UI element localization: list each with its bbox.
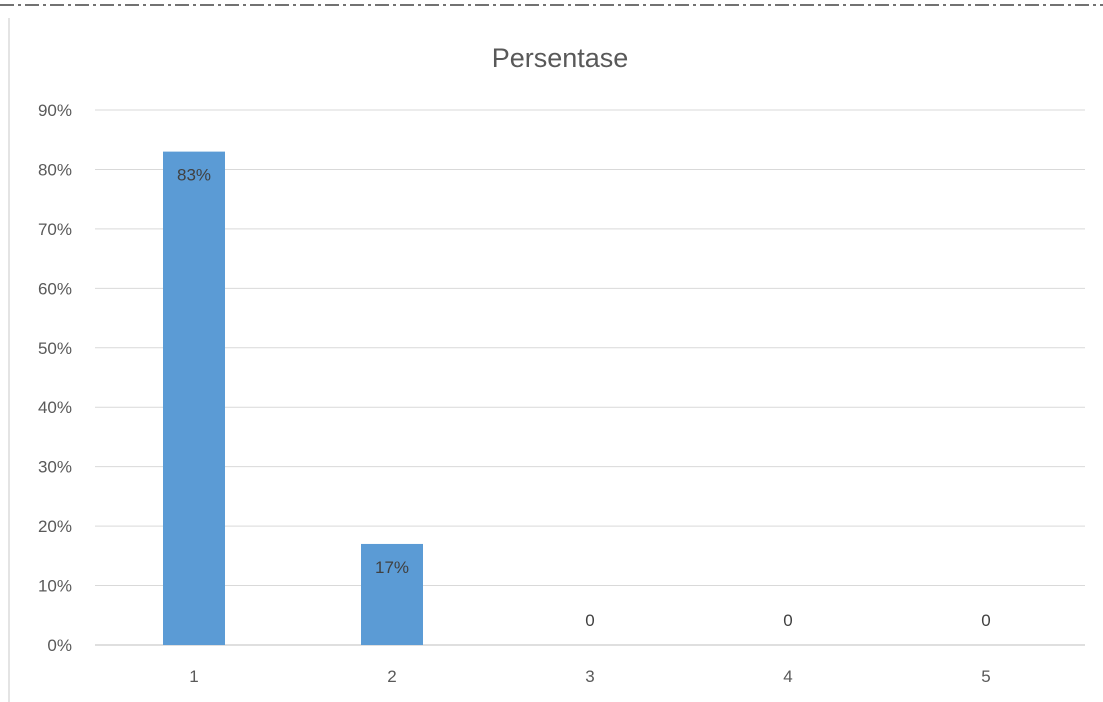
data-label: 0 bbox=[981, 611, 990, 630]
x-tick-label: 3 bbox=[585, 667, 594, 686]
x-tick-label: 5 bbox=[981, 667, 990, 686]
x-tick-label: 4 bbox=[783, 667, 792, 686]
y-tick-label: 70% bbox=[38, 220, 72, 239]
y-tick-label: 40% bbox=[38, 398, 72, 417]
bars bbox=[163, 151, 423, 645]
y-tick-label: 90% bbox=[38, 101, 72, 120]
y-tick-label: 20% bbox=[38, 517, 72, 536]
gridlines bbox=[95, 109, 1085, 646]
data-label: 0 bbox=[585, 611, 594, 630]
data-label: 17% bbox=[375, 558, 409, 577]
y-axis-tick-labels: 0% 10% 20% 30% 40% 50% 60% 70% 80% 90% bbox=[38, 101, 72, 655]
bar bbox=[361, 543, 423, 645]
x-tick-label: 1 bbox=[189, 667, 198, 686]
data-labels: 83% 17% 0 0 0 bbox=[177, 166, 991, 630]
y-tick-label: 50% bbox=[38, 339, 72, 358]
y-tick-label: 30% bbox=[38, 458, 72, 477]
bar bbox=[163, 151, 225, 645]
data-label: 83% bbox=[177, 166, 211, 185]
y-tick-label: 80% bbox=[38, 160, 72, 179]
x-tick-label: 2 bbox=[387, 667, 396, 686]
data-label: 0 bbox=[783, 611, 792, 630]
chart-title: Persentase bbox=[492, 43, 629, 73]
y-tick-label: 10% bbox=[38, 577, 72, 596]
y-tick-label: 0% bbox=[47, 636, 72, 655]
y-tick-label: 60% bbox=[38, 279, 72, 298]
x-axis-tick-labels: 1 2 3 4 5 bbox=[189, 667, 990, 686]
